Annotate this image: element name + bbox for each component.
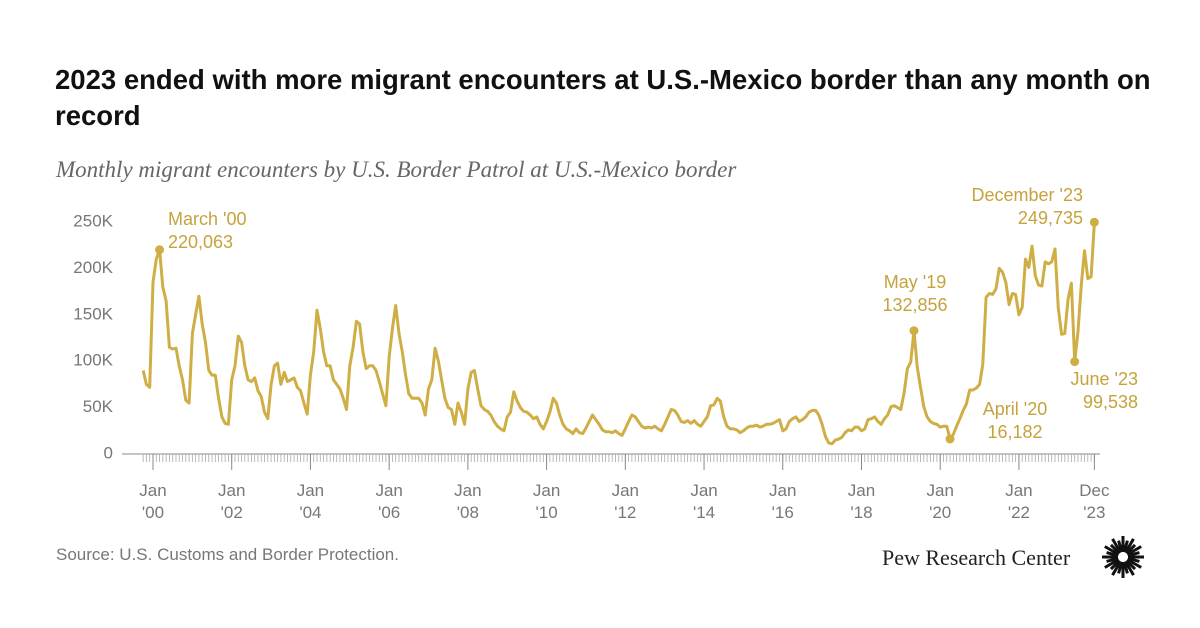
credit: Pew Research Center [882,545,1071,570]
logo-ray [1111,538,1122,554]
logo-ray [1106,556,1119,563]
annotation-label: March '00 [168,209,246,229]
x-tick-label: Dec '23 [1079,481,1110,522]
y-tick-label: 0 [104,443,113,462]
logo-ray [1106,551,1119,558]
annotation-label: April '20 [983,399,1047,419]
x-tick-label: Jan '10 [533,481,560,522]
logo-ray [1125,543,1137,555]
logo-ray [1127,556,1140,563]
annotation-label: May '19 [884,272,946,292]
x-tick-label-line: Jan [926,481,953,500]
logo-ray [1124,560,1135,576]
annotation-value: 220,063 [168,232,233,252]
x-tick-label-line: '22 [1008,503,1030,522]
highlight-dot [909,326,919,336]
annotation-value: 99,538 [1083,392,1138,412]
chart-subtitle: Monthly migrant encounters by U.S. Borde… [56,157,737,182]
annotation-value: 16,182 [987,422,1042,442]
x-tick-label-line: Jan [454,481,481,500]
annotation-value: 249,735 [1018,208,1083,228]
x-tick-label-line: Jan [375,481,402,500]
x-tick-label-line: '10 [536,503,558,522]
x-tick-label-line: Jan [848,481,875,500]
x-tick-label: Jan '18 [848,481,875,522]
logo-ray [1127,551,1140,558]
x-tick-label-line: Jan [612,481,639,500]
annotation-label: December '23 [972,185,1084,205]
x-tick-label-line: Dec [1079,481,1110,500]
x-tick-label-line: '02 [221,503,243,522]
x-tick-label: Jan '02 [218,481,245,522]
source-note: Source: U.S. Customs and Border Protecti… [56,545,399,564]
y-tick-label: 50K [83,397,114,416]
x-tick-label: Jan '20 [926,481,953,522]
x-tick-label: Jan '06 [375,481,402,522]
x-tick-label: Jan '00 [139,481,166,522]
x-tick-label-line: Jan [690,481,717,500]
highlight-dot [155,245,165,255]
x-tick-label-line: '16 [772,503,794,522]
y-tick-label: 100K [73,351,113,370]
x-tick-label-line: '23 [1083,503,1105,522]
x-tick-label-line: Jan [297,481,324,500]
logo-ray [1124,538,1135,554]
highlight-dot [1089,217,1099,227]
x-tick-label: Jan '16 [769,481,796,522]
x-tick-label-line: Jan [533,481,560,500]
highlight-dot [945,434,955,444]
y-tick-label: 200K [73,258,113,277]
x-tick-label: Jan '22 [1005,481,1032,522]
x-tick-label-line: '14 [693,503,715,522]
logo-ray [1122,561,1129,574]
logo-ray [1111,560,1122,576]
logo-ray [1117,540,1124,553]
logo [1102,536,1144,578]
logo-ray [1122,540,1129,553]
annotation-label: June '23 [1071,369,1139,389]
logo-ray [1117,561,1124,574]
x-tick-label-line: '08 [457,503,479,522]
x-tick-label-line: '12 [614,503,636,522]
y-tick-label: 150K [73,304,113,323]
x-tick-label: Jan '14 [690,481,717,522]
x-tick-label-line: '18 [850,503,872,522]
logo-ray [1126,558,1142,569]
x-tick-label-line: Jan [1005,481,1032,500]
x-tick-label-line: '04 [299,503,321,522]
x-tick-label-line: Jan [139,481,166,500]
x-tick-label-line: '06 [378,503,400,522]
x-tick-label-line: '20 [929,503,951,522]
x-tick-label: Jan '12 [612,481,639,522]
annotation-value: 132,856 [882,295,947,315]
logo-ray [1125,559,1137,571]
highlight-dot [1070,357,1080,367]
x-tick-label-line: Jan [218,481,245,500]
y-tick-label: 250K [73,211,113,230]
x-tick-label: Jan '04 [297,481,324,522]
logo-ray [1104,545,1120,556]
x-tick-label-line: '00 [142,503,164,522]
logo-ray [1104,558,1120,569]
x-tick-label: Jan '08 [454,481,481,522]
logo-ray [1126,545,1142,556]
logo-ray [1109,559,1121,571]
logo-ray [1109,543,1121,555]
chart-title: 2023 ended with more migrant encounters … [55,64,1151,131]
data-line [141,222,1096,446]
x-tick-label-line: Jan [769,481,796,500]
